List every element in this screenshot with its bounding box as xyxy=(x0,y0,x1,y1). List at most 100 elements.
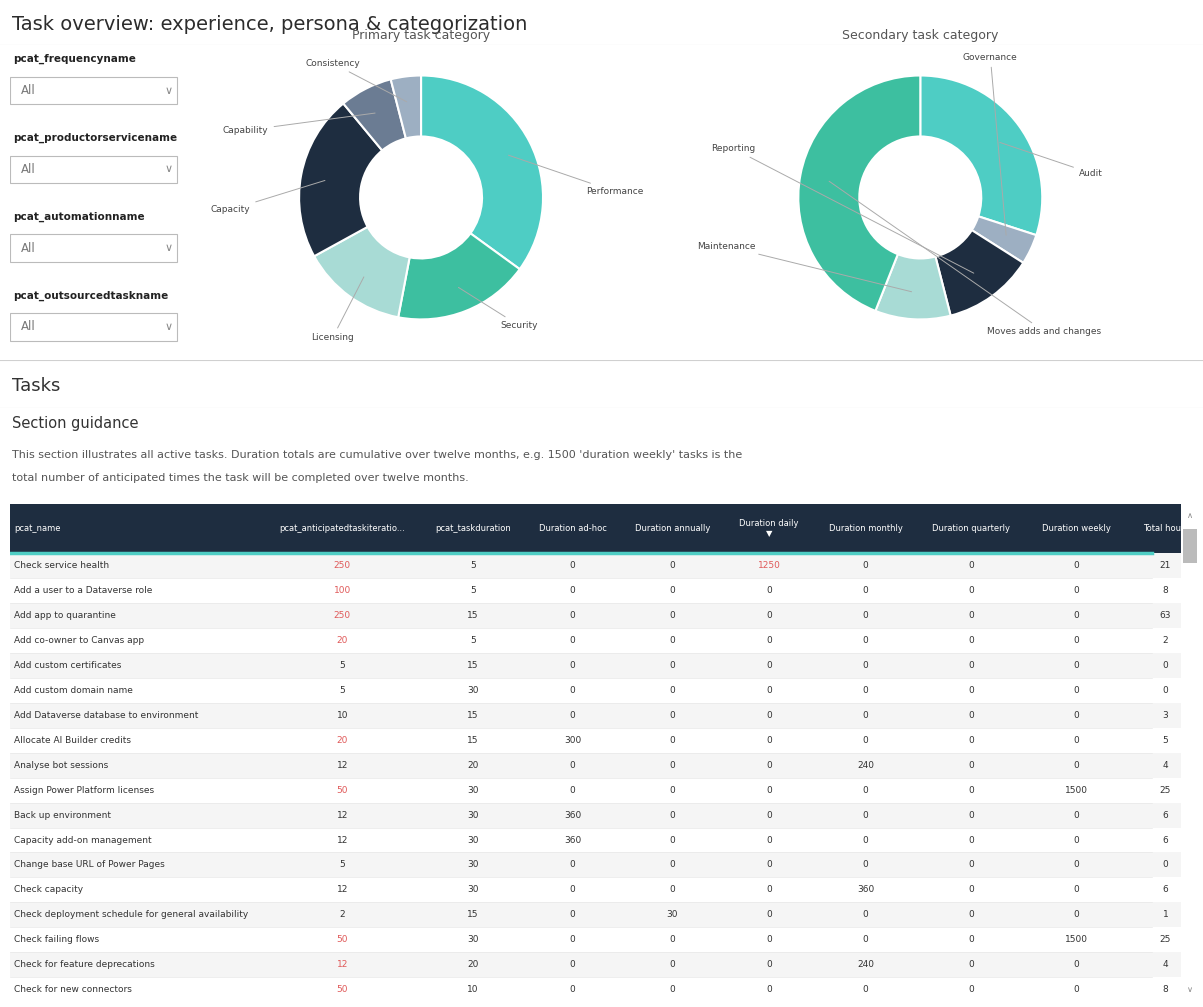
Bar xyxy=(10,803,1181,828)
Text: 12: 12 xyxy=(337,811,348,820)
Text: 0: 0 xyxy=(968,936,974,945)
Text: Performance: Performance xyxy=(509,155,644,196)
Text: Maintenance: Maintenance xyxy=(697,242,912,292)
Text: ∨: ∨ xyxy=(165,164,172,174)
Text: 0: 0 xyxy=(968,611,974,620)
Bar xyxy=(10,753,1181,777)
Text: 1500: 1500 xyxy=(1065,936,1088,945)
Text: Check failing flows: Check failing flows xyxy=(14,936,100,945)
Text: 30: 30 xyxy=(467,860,479,869)
Text: 0: 0 xyxy=(863,636,869,645)
Text: 10: 10 xyxy=(467,985,479,994)
Text: Duration daily
▼: Duration daily ▼ xyxy=(739,519,799,539)
Text: 0: 0 xyxy=(570,686,575,695)
Text: Licensing: Licensing xyxy=(312,277,363,342)
Text: 0: 0 xyxy=(570,860,575,869)
Text: 1500: 1500 xyxy=(1065,785,1088,795)
Text: 0: 0 xyxy=(1073,836,1079,845)
Text: Add custom certificates: Add custom certificates xyxy=(14,662,122,670)
Text: Security: Security xyxy=(458,287,538,330)
Text: 0: 0 xyxy=(1073,586,1079,595)
Text: 0: 0 xyxy=(766,636,772,645)
Text: 0: 0 xyxy=(669,985,675,994)
Text: 1250: 1250 xyxy=(758,562,781,570)
Text: 30: 30 xyxy=(467,936,479,945)
Text: 4: 4 xyxy=(1163,760,1168,769)
Text: 0: 0 xyxy=(669,586,675,595)
Text: 0: 0 xyxy=(766,836,772,845)
Text: 15: 15 xyxy=(467,662,479,670)
Text: ∨: ∨ xyxy=(165,86,172,96)
Wedge shape xyxy=(936,231,1024,315)
Text: 0: 0 xyxy=(863,936,869,945)
Text: Capability: Capability xyxy=(223,113,375,135)
Text: 0: 0 xyxy=(968,885,974,894)
Text: 0: 0 xyxy=(863,662,869,670)
Text: 0: 0 xyxy=(968,811,974,820)
Text: 4: 4 xyxy=(1163,960,1168,969)
Text: pcat_taskduration: pcat_taskduration xyxy=(435,524,511,533)
Text: 0: 0 xyxy=(669,936,675,945)
Text: 0: 0 xyxy=(766,760,772,769)
Bar xyxy=(10,703,1181,728)
Text: 0: 0 xyxy=(968,785,974,795)
Text: 0: 0 xyxy=(766,611,772,620)
Text: 15: 15 xyxy=(467,736,479,745)
Text: 0: 0 xyxy=(669,636,675,645)
Text: 240: 240 xyxy=(857,760,875,769)
Text: 0: 0 xyxy=(968,586,974,595)
Text: 0: 0 xyxy=(669,736,675,745)
Bar xyxy=(10,578,1181,603)
Text: Add Dataverse database to environment: Add Dataverse database to environment xyxy=(14,711,198,720)
Text: 0: 0 xyxy=(863,736,869,745)
Text: 0: 0 xyxy=(968,836,974,845)
Text: 0: 0 xyxy=(968,686,974,695)
Text: 12: 12 xyxy=(337,760,348,769)
Text: All: All xyxy=(20,242,36,255)
Text: Duration annually: Duration annually xyxy=(634,524,710,533)
Text: 240: 240 xyxy=(857,960,875,969)
Text: Consistency: Consistency xyxy=(306,58,407,102)
Text: 0: 0 xyxy=(669,662,675,670)
Bar xyxy=(10,828,1181,853)
Bar xyxy=(10,953,1181,977)
Text: ∧: ∧ xyxy=(1186,512,1193,521)
Wedge shape xyxy=(799,76,920,311)
Text: 6: 6 xyxy=(1162,885,1168,894)
Text: 10: 10 xyxy=(337,711,348,720)
Text: 15: 15 xyxy=(467,711,479,720)
Text: pcat_outsourcedtaskname: pcat_outsourcedtaskname xyxy=(13,290,168,300)
Wedge shape xyxy=(876,254,950,319)
Text: 0: 0 xyxy=(1073,636,1079,645)
Text: Check service health: Check service health xyxy=(14,562,109,570)
Text: 0: 0 xyxy=(669,960,675,969)
Text: 0: 0 xyxy=(1073,662,1079,670)
Wedge shape xyxy=(314,227,410,317)
Text: 0: 0 xyxy=(863,860,869,869)
Text: 0: 0 xyxy=(968,985,974,994)
Text: 0: 0 xyxy=(766,686,772,695)
Text: 30: 30 xyxy=(467,785,479,795)
Text: Capacity add-on management: Capacity add-on management xyxy=(14,836,152,845)
Text: Duration weekly: Duration weekly xyxy=(1042,524,1110,533)
Text: 0: 0 xyxy=(863,985,869,994)
Text: 0: 0 xyxy=(669,760,675,769)
Text: 0: 0 xyxy=(1073,860,1079,869)
Bar xyxy=(10,853,1181,877)
Text: Tasks: Tasks xyxy=(12,378,60,396)
Text: 0: 0 xyxy=(570,636,575,645)
Text: Back up environment: Back up environment xyxy=(14,811,112,820)
Text: 0: 0 xyxy=(1162,686,1168,695)
Text: 20: 20 xyxy=(467,760,479,769)
Text: 0: 0 xyxy=(1073,985,1079,994)
Text: 0: 0 xyxy=(766,910,772,919)
Text: Duration ad-hoc: Duration ad-hoc xyxy=(539,524,606,533)
Text: 20: 20 xyxy=(467,960,479,969)
Text: 5: 5 xyxy=(1162,736,1168,745)
Title: Primary task category: Primary task category xyxy=(352,29,490,42)
FancyBboxPatch shape xyxy=(10,235,178,262)
Wedge shape xyxy=(972,217,1036,263)
Text: pcat_frequencyname: pcat_frequencyname xyxy=(13,54,136,64)
FancyBboxPatch shape xyxy=(10,156,178,183)
Text: Check capacity: Check capacity xyxy=(14,885,83,894)
